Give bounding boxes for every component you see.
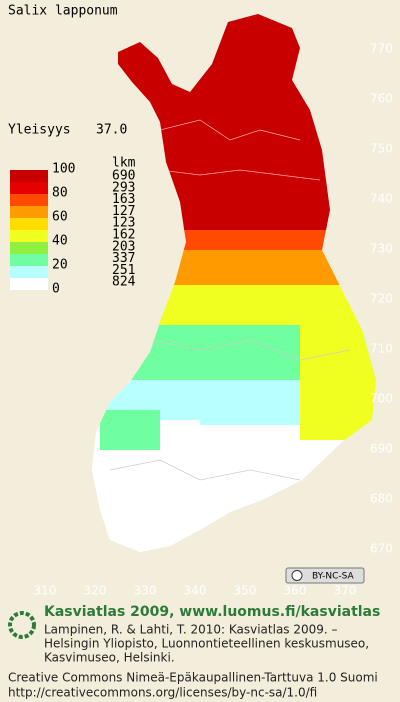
legend-count: 203 bbox=[112, 239, 135, 254]
cc-icon bbox=[291, 570, 303, 581]
easting-label: 340 bbox=[184, 584, 207, 598]
citation-line: Lampinen, R. & Lahti, T. 2010: Kasviatla… bbox=[44, 623, 338, 637]
legend-swatch bbox=[10, 266, 48, 278]
citation-line: Kasvimuseo, Helsinki. bbox=[44, 651, 175, 665]
legend-swatch bbox=[10, 206, 48, 218]
northing-label: 680 bbox=[370, 492, 393, 506]
count-header: lkm bbox=[112, 156, 136, 171]
northing-label: 690 bbox=[370, 442, 393, 456]
northing-label: 750 bbox=[370, 142, 393, 156]
easting-label: 360 bbox=[284, 584, 307, 598]
legend-swatch bbox=[10, 242, 48, 254]
license-text: Creative Commons Nimeä-Epäkaupallinen-Ta… bbox=[8, 671, 378, 685]
legend-swatch bbox=[10, 194, 48, 206]
legend-scale-label: 20 bbox=[52, 258, 68, 273]
legend-count: 293 bbox=[112, 180, 135, 195]
easting-label: 310 bbox=[34, 584, 57, 598]
easting-label: 330 bbox=[134, 584, 157, 598]
legend-count: 163 bbox=[112, 192, 135, 207]
legend-scale-label: 80 bbox=[52, 186, 68, 201]
citation-line: Helsingin Yliopisto, Luonnontieteellinen… bbox=[44, 637, 369, 651]
legend-count: 337 bbox=[112, 251, 135, 266]
northing-label: 700 bbox=[370, 392, 393, 406]
legend-count: 162 bbox=[112, 228, 135, 243]
northing-label: 770 bbox=[370, 42, 393, 56]
easting-label: 370 bbox=[334, 584, 357, 598]
legend-scale-label: 0 bbox=[52, 282, 60, 297]
footer-heading[interactable]: Kasviatlas 2009, www.luomus.fi/kasviatla… bbox=[44, 604, 380, 620]
legend-count: 123 bbox=[112, 216, 135, 231]
legend-swatch bbox=[10, 218, 48, 230]
legend-count: 127 bbox=[112, 204, 135, 219]
northing-label: 740 bbox=[370, 192, 393, 206]
easting-label: 350 bbox=[234, 584, 257, 598]
northing-label: 760 bbox=[370, 92, 393, 106]
frequency-value: 37.0 bbox=[96, 123, 127, 138]
distribution-map bbox=[92, 14, 376, 552]
legend-scale-label: 100 bbox=[52, 162, 75, 177]
legend-count: 251 bbox=[112, 263, 135, 278]
legend-count: 824 bbox=[112, 275, 136, 290]
legend-count: 690 bbox=[112, 169, 135, 184]
legend-scale-label: 60 bbox=[52, 210, 68, 225]
license-url[interactable]: http://creativecommons.org/licenses/by-n… bbox=[8, 686, 317, 700]
license-badge-text: BY-NC-SA bbox=[312, 572, 355, 582]
northing-label: 670 bbox=[370, 542, 393, 556]
northing-label: 710 bbox=[370, 342, 393, 356]
legend-swatch bbox=[10, 230, 48, 242]
legend-scale-label: 40 bbox=[52, 234, 68, 249]
easting-label: 320 bbox=[84, 584, 107, 598]
frequency-label: Yleisyys bbox=[8, 123, 71, 138]
legend-swatch bbox=[10, 170, 48, 182]
northing-label: 730 bbox=[370, 242, 393, 256]
legend-swatch bbox=[10, 278, 48, 290]
legend-swatch bbox=[10, 182, 48, 194]
northing-label: 720 bbox=[370, 292, 393, 306]
legend-swatch bbox=[10, 254, 48, 266]
logo bbox=[8, 611, 36, 639]
species-title: Salix lapponum bbox=[8, 4, 118, 19]
license-badge[interactable] bbox=[285, 567, 365, 584]
